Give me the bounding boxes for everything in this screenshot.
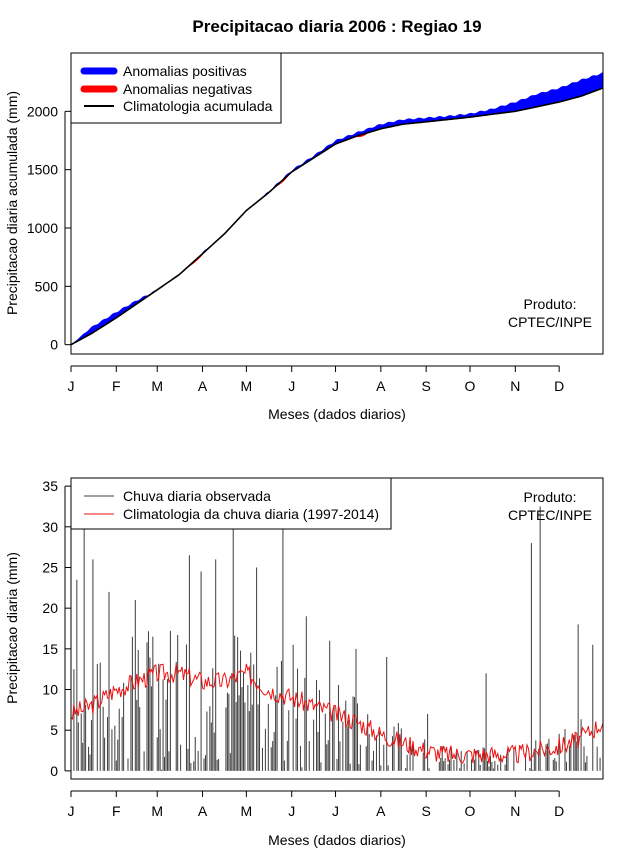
top-ytick-label: 1000 — [27, 220, 58, 236]
bottom-y-axis: 0 5 10 15 20 25 30 35 — [42, 478, 71, 779]
bottom-xtick-label: A — [198, 803, 208, 819]
top-plot-area — [70, 72, 604, 346]
top-xtick-label: M — [151, 378, 163, 394]
bottom-legend: Chuva diaria observada Climatologia da c… — [70, 477, 392, 530]
bottom-ytick-label: 20 — [42, 600, 58, 616]
top-xtick-label: M — [241, 378, 253, 394]
top-xtick-label: J — [288, 378, 295, 394]
bottom-annotation-cptec: CPTEC/INPE — [508, 507, 592, 523]
top-xtick-label: A — [376, 378, 386, 394]
bottom-y-axis-label: Precipitacao diaria (mm) — [4, 552, 20, 704]
top-ytick-label: 0 — [50, 337, 58, 353]
daily-precipitation-chart: 0 5 10 15 20 25 30 35 J F M A M J J A S O N D Meses (dados… — [4, 477, 604, 848]
bottom-ytick-label: 30 — [42, 519, 58, 535]
climatology-accumulated-line — [70, 87, 604, 346]
bottom-ytick-label: 5 — [50, 722, 58, 738]
bottom-xtick-label: N — [510, 803, 520, 819]
bottom-ytick-label: 25 — [42, 559, 58, 575]
bottom-xtick-label: J — [332, 803, 339, 819]
top-xtick-label: A — [198, 378, 208, 394]
legend-label-climatology-daily: Climatologia da chuva diaria (1997-2014) — [123, 506, 379, 522]
climatology-daily-line — [70, 663, 604, 764]
bottom-x-axis-label: Meses (dados diarios) — [268, 832, 406, 848]
top-xtick-label: N — [510, 378, 520, 394]
top-ytick-label: 1500 — [27, 162, 58, 178]
top-annotation-cptec: CPTEC/INPE — [508, 314, 592, 330]
legend-label-climatology: Climatologia acumulada — [123, 98, 273, 114]
top-xtick-label: F — [112, 378, 121, 394]
bottom-xtick-label: O — [465, 803, 476, 819]
bottom-legend-box — [70, 477, 392, 530]
bottom-xtick-label: A — [376, 803, 386, 819]
top-legend: Anomalias positivas Anomalias negativas … — [70, 52, 282, 124]
top-xtick-label: O — [465, 378, 476, 394]
bottom-annotation-produto: Produto: — [524, 489, 577, 505]
top-annotation-produto: Produto: — [524, 296, 577, 312]
top-xtick-label: J — [68, 378, 75, 394]
bottom-ytick-label: 15 — [42, 641, 58, 657]
bottom-xtick-label: M — [241, 803, 253, 819]
bottom-xtick-label: D — [554, 803, 564, 819]
positive-anomaly-area — [71, 72, 603, 345]
chart-title: Precipitacao diaria 2006 : Regiao 19 — [192, 17, 481, 36]
bottom-xtick-label: M — [151, 803, 163, 819]
bottom-ytick-label: 0 — [50, 763, 58, 779]
legend-label-positive: Anomalias positivas — [123, 63, 247, 79]
bottom-xtick-label: S — [421, 803, 430, 819]
top-x-axis-label: Meses (dados diarios) — [268, 406, 406, 422]
top-y-axis-label: Precipitacao diaria acumulada (mm) — [4, 91, 20, 315]
top-plot-frame — [70, 52, 604, 355]
top-y-axis: 0 500 1000 1500 2000 — [27, 103, 71, 353]
bottom-xtick-label: F — [112, 803, 121, 819]
bottom-plot-area — [70, 506, 604, 771]
legend-label-observed: Chuva diaria observada — [123, 488, 271, 504]
bottom-xtick-label: J — [68, 803, 75, 819]
top-ytick-label: 500 — [35, 278, 59, 294]
top-ytick-label: 2000 — [27, 103, 58, 119]
top-xtick-label: J — [332, 378, 339, 394]
top-xtick-label: D — [554, 378, 564, 394]
bottom-xtick-label: J — [288, 803, 295, 819]
accumulated-precipitation-chart: 0 500 1000 1500 2000 J F M A M J J A S O N D Meses (dad… — [4, 52, 604, 422]
top-xtick-label: S — [421, 378, 430, 394]
legend-label-negative: Anomalias negativas — [123, 81, 252, 97]
bottom-ytick-label: 10 — [42, 682, 58, 698]
bottom-ytick-label: 35 — [42, 478, 58, 494]
